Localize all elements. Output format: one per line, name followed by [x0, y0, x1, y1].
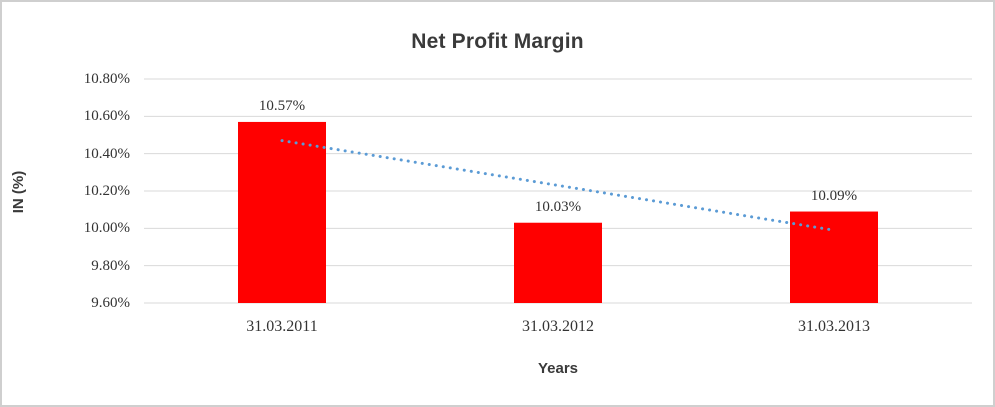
trendline: [280, 139, 836, 232]
y-tick-label: 9.80%: [91, 257, 130, 274]
bar-value-label: 10.09%: [810, 187, 858, 204]
bar-value-label: 10.57%: [258, 97, 306, 114]
y-tick-label: 9.60%: [91, 295, 130, 311]
bar-31.03.2012: [514, 222, 602, 303]
y-tick-label: 10.60%: [83, 108, 130, 125]
y-tick-label: 10.00%: [83, 220, 130, 237]
x-tick-label: 31.03.2011: [246, 318, 318, 335]
x-axis-title: Years: [537, 360, 579, 377]
bar-31.03.2013: [790, 211, 878, 303]
y-tick-label: 10.40%: [83, 145, 130, 162]
y-tick-label: 10.20%: [83, 183, 130, 199]
plot-area: 10.57% 10.03% 10.09% 31.03.2011 31.03.2012 31…: [144, 78, 972, 335]
bar-31.03.2011: [238, 121, 326, 303]
x-tick-label: 31.03.2013: [798, 318, 870, 335]
y-axis-title: IN (%): [10, 170, 27, 214]
y-tick-label: 10.80%: [83, 71, 130, 87]
x-tick-label: 31.03.2012: [522, 318, 594, 335]
bar-value-label: 10.03%: [534, 198, 582, 215]
chart-title: Net Profit Margin: [411, 30, 584, 53]
chart-svg: [144, 78, 972, 304]
